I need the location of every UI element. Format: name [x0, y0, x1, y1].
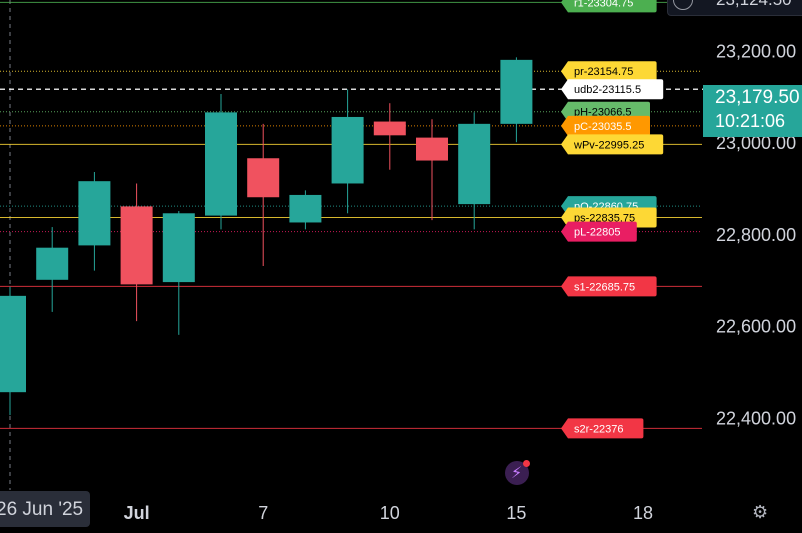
bolt-glyph: ⚡	[511, 465, 523, 482]
candle-body	[0, 295, 26, 393]
level-label-text: pr-23154.75	[574, 66, 633, 78]
candle-body	[205, 112, 237, 216]
circle-icon	[673, 0, 693, 10]
settings-gear-icon[interactable]: ⚙	[752, 502, 769, 522]
candle-body	[458, 123, 491, 205]
y-tick-label: 23,000.00	[716, 133, 796, 153]
level-label: pL-22805	[561, 221, 637, 242]
crosshair-date-label: 26 Jun '25	[0, 491, 90, 527]
level-label-bg	[561, 79, 664, 100]
y-tick-label: 22,600.00	[716, 317, 796, 337]
level-label-bg	[561, 115, 650, 136]
candle-body	[162, 213, 195, 283]
level-lines	[0, 1, 802, 429]
level-label-bg	[561, 61, 657, 82]
level-label: wPv-22995.25	[561, 134, 664, 155]
candle-body	[120, 206, 153, 285]
candle-body	[78, 181, 111, 246]
level-label-bg	[561, 276, 657, 297]
level-label-bg	[561, 418, 644, 439]
candle-body	[500, 59, 533, 124]
lightning-alert-icon[interactable]: ⚡	[505, 460, 530, 485]
level-label-bg	[561, 134, 664, 155]
x-axis: Jul 7 10 15 18	[124, 503, 653, 523]
y-axis: 23,200.00 23,000.00 22,800.00 22,600.00 22,4…	[716, 41, 796, 428]
level-label: r1-23304.75	[561, 0, 657, 13]
level-label-text: pC-23035.5	[574, 121, 632, 133]
x-tick-label: 15	[506, 503, 526, 523]
level-label-text: wPv-22995.25	[573, 139, 644, 151]
level-label: s1-22685.75	[561, 276, 657, 297]
level-label: udb2-23115.5	[561, 79, 664, 100]
current-price-tag: 23,179.50 10:21:06	[703, 85, 802, 137]
top-badge-text: 23,124.50	[716, 0, 792, 10]
level-label-text: r1-23304.75	[574, 0, 633, 9]
level-label-text: s2r-22376	[574, 423, 624, 435]
candle-body	[36, 247, 69, 280]
level-label-text: pH-23066.5	[574, 107, 632, 119]
y-tick-label: 23,200.00	[716, 41, 796, 61]
level-label-text: pL-22805	[574, 227, 621, 239]
current-price: 23,179.50	[715, 87, 800, 108]
bar-countdown: 10:21:06	[715, 111, 786, 131]
candle-body	[331, 116, 364, 184]
x-tick-label: 18	[633, 503, 653, 523]
level-label-bg	[561, 0, 657, 13]
candle-body	[289, 194, 322, 223]
y-tick-label: 22,800.00	[716, 225, 796, 245]
level-label-bg	[561, 221, 637, 242]
level-label-text: s1-22685.75	[574, 281, 635, 293]
x-tick-label: Jul	[124, 503, 150, 523]
candles	[0, 57, 533, 416]
notification-dot	[523, 460, 530, 467]
candle-body	[373, 121, 406, 136]
level-label-text: udb2-23115.5	[574, 84, 641, 96]
candle-body	[416, 137, 448, 161]
level-label: s2r-22376	[561, 418, 644, 439]
level-label: pr-23154.75	[561, 61, 657, 82]
level-label: pC-23035.5	[561, 115, 650, 136]
level-labels: r1-23304.75 pr-23154.75 udb2-23115.5 pH-230…	[561, 0, 664, 439]
level-label-text: ps-22835.75	[574, 213, 635, 225]
candle-body	[247, 158, 280, 198]
x-tick-label: 10	[380, 503, 400, 523]
x-tick-label: 7	[258, 503, 268, 523]
top-price-badge[interactable]: 23,124.50	[667, 0, 802, 16]
y-tick-label: 22,400.00	[716, 408, 796, 428]
crosshair-date-text: 26 Jun '25	[0, 499, 84, 520]
